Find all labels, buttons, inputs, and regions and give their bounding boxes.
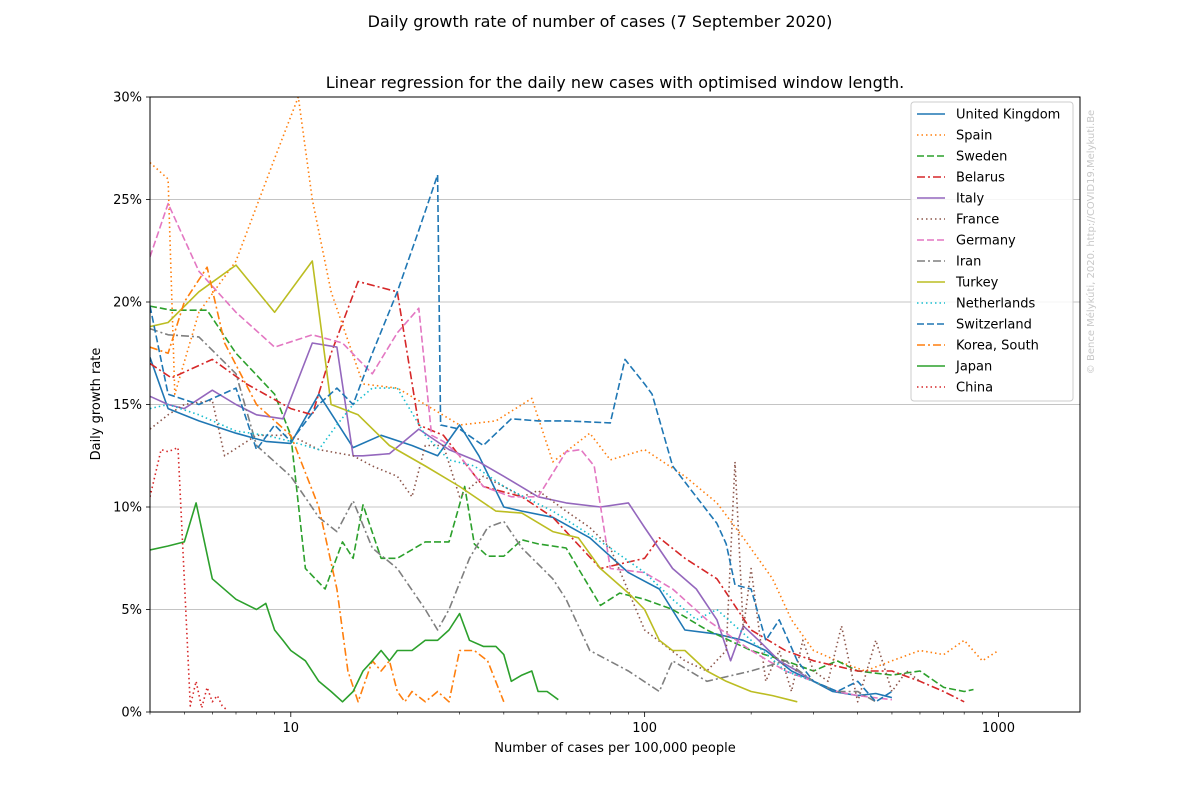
chart-title: Linear regression for the daily new case… (326, 73, 904, 92)
legend-label: France (956, 213, 999, 228)
series-line-belarus (150, 280, 965, 703)
legend-label: Germany (956, 234, 1016, 249)
y-tick-label: 0% (121, 706, 142, 721)
series-layer (150, 97, 999, 711)
chart-suptitle: Daily growth rate of number of cases (7 … (368, 12, 833, 31)
series-line-sweden (150, 305, 974, 693)
legend-box (910, 101, 1074, 402)
x-tick-label: 100 (632, 721, 657, 736)
series-line-netherlands (150, 387, 838, 693)
series-line-united-kingdom (150, 357, 893, 699)
y-tick-label: 30% (113, 91, 142, 106)
series-line-italy (150, 342, 814, 682)
legend-label: Japan (955, 360, 992, 375)
legend-label: China (956, 381, 993, 396)
y-axis-label: Daily growth rate (89, 348, 104, 461)
copyright-watermark: © Bence Mélykúti, 2020. http://COVID19.M… (1085, 110, 1097, 374)
y-tick-label: 5% (121, 603, 142, 618)
legend: United Kingdom Spain Sweden Belarus Italy Fra… (910, 101, 1074, 402)
y-tick-label: 15% (113, 398, 142, 413)
axes: 0% 5% 10% 15% 20% 25% 30% 10 100 1000 (113, 91, 1015, 737)
legend-label: Iran (956, 255, 981, 270)
x-axis-label: Number of cases per 100,000 people (494, 741, 736, 756)
series-line-turkey (150, 260, 798, 703)
legend-label: Turkey (955, 276, 999, 291)
legend-label: Netherlands (956, 297, 1035, 312)
y-tick-label: 20% (113, 296, 142, 311)
series-line-france (150, 399, 921, 703)
legend-label: Sweden (956, 150, 1007, 165)
x-tick-label: 1000 (982, 721, 1015, 736)
legend-label: Spain (956, 129, 992, 144)
series-line-germany (150, 202, 892, 701)
y-tick-label: 25% (113, 193, 142, 208)
series-line-korea-south (150, 266, 505, 703)
y-tick-label: 10% (113, 501, 142, 516)
legend-label: Switzerland (956, 318, 1032, 333)
legend-label: Belarus (956, 171, 1005, 186)
series-line-japan (150, 502, 559, 703)
legend-label: United Kingdom (956, 108, 1060, 123)
legend-label: Italy (956, 192, 985, 207)
x-tick-label: 10 (283, 721, 300, 736)
legend-label: Korea, South (956, 339, 1039, 354)
